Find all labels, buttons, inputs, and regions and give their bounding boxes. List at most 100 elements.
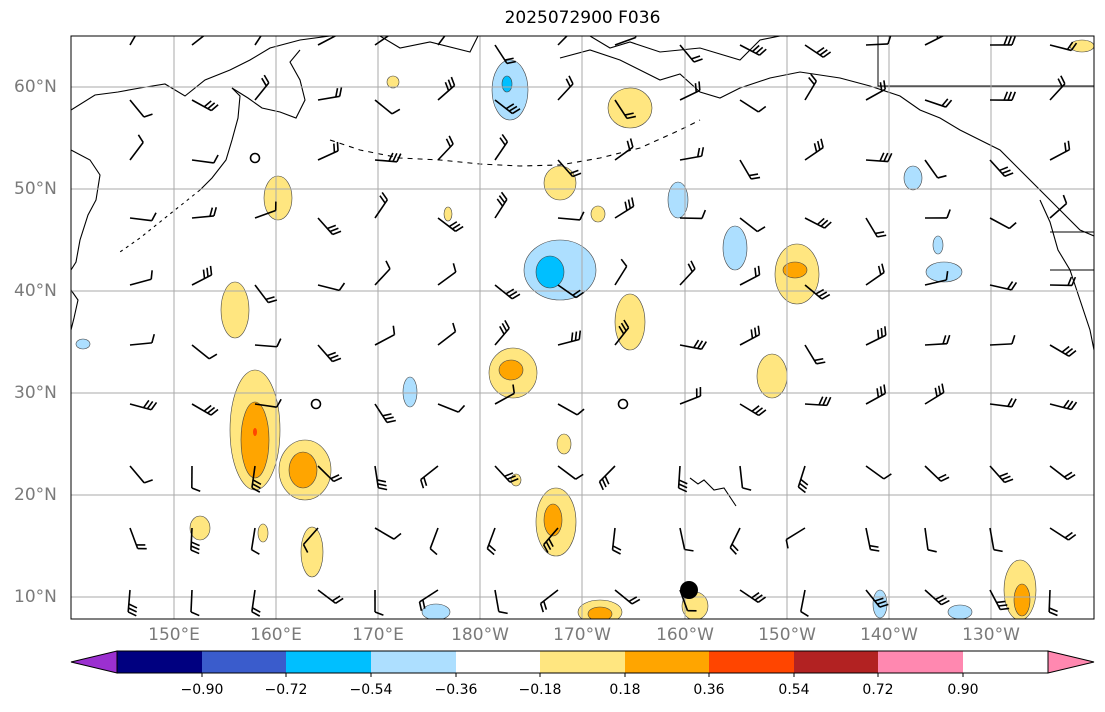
colorbar-tick-label: −0.36 <box>434 682 478 698</box>
wind-barb <box>804 217 832 229</box>
coastline-layer <box>71 36 1094 507</box>
wind-barb <box>494 589 508 615</box>
wind-barb <box>317 217 342 236</box>
calm-wind-circle <box>249 152 261 164</box>
wind-barb <box>251 589 261 617</box>
lat-label: 60°N <box>14 77 57 97</box>
wind-barb <box>129 465 153 484</box>
wind-barb <box>539 589 559 613</box>
colorbar-tick-label: 0.54 <box>778 682 810 698</box>
shaded-contour-area <box>263 175 293 221</box>
wind-barb <box>494 465 519 483</box>
wind-barb <box>1049 75 1066 101</box>
shaded-contour-area <box>421 603 451 619</box>
wind-barb <box>494 319 510 346</box>
shaded-contour-area <box>1013 583 1031 617</box>
wind-barb <box>557 211 585 221</box>
wind-barb <box>865 384 887 405</box>
wind-barb <box>542 527 559 553</box>
wind-barb <box>924 270 949 286</box>
wind-barb <box>437 135 454 161</box>
wind-barb <box>129 99 153 118</box>
wind-barb <box>419 465 439 489</box>
colorbar-segment <box>540 651 625 673</box>
wind-barb <box>865 589 889 608</box>
wind-barb <box>865 152 893 163</box>
colorbar-tick-label: −0.72 <box>264 682 308 698</box>
calm-wind-circle <box>617 398 629 410</box>
wind-barb <box>557 403 585 416</box>
wind-barb <box>129 134 144 161</box>
wind-barb <box>557 75 574 101</box>
wind-barb <box>989 217 1017 230</box>
shaded-contour-area <box>756 353 788 399</box>
wind-barb <box>129 36 137 46</box>
wind-barb <box>190 589 200 617</box>
shaded-contour-area <box>543 165 577 201</box>
wind-barb <box>254 74 270 101</box>
wind-barb <box>437 322 457 346</box>
wind-barb <box>374 260 391 286</box>
wind-barb <box>865 80 886 101</box>
wind-barb <box>494 384 516 405</box>
wind-barb <box>739 403 767 417</box>
wind-barb <box>989 397 1017 408</box>
wind-barb <box>374 99 401 115</box>
colorbar-extend-low <box>70 650 118 674</box>
calm-wind-circle <box>310 398 322 410</box>
wind-barb <box>679 260 696 286</box>
wind-barb <box>191 99 219 112</box>
wind-barb <box>494 133 509 161</box>
lat-label: 30°N <box>14 383 57 403</box>
wind-barb <box>317 344 342 363</box>
wind-barb <box>557 330 582 346</box>
lon-label: 170°W <box>553 625 611 645</box>
wind-barb <box>129 333 156 346</box>
wind-barb <box>679 386 702 405</box>
wind-barb <box>679 147 705 161</box>
colorbar-tick-label: −0.90 <box>180 682 224 698</box>
shaded-contour-area <box>925 261 963 283</box>
wind-barb <box>250 527 260 555</box>
graticule <box>71 36 1094 619</box>
lon-label: 170°E <box>352 625 404 645</box>
shaded-contour-area <box>556 433 572 455</box>
shaded-contour-area <box>386 75 400 89</box>
wind-barb <box>191 265 213 286</box>
wind-barb <box>924 98 953 108</box>
wind-barb <box>924 36 945 46</box>
wind-barb <box>374 527 402 540</box>
wind-barb <box>557 284 584 299</box>
wind-barb <box>190 527 200 555</box>
wind-barb <box>598 465 616 491</box>
wind-barb <box>924 465 950 482</box>
wind-barb <box>437 217 464 232</box>
shaded-contour-area <box>903 165 923 191</box>
wind-barb <box>614 99 637 120</box>
lon-label: 150°W <box>758 625 816 645</box>
shaded-contour-area <box>782 261 808 279</box>
colorbar-extend-high <box>1047 650 1095 674</box>
wind-barb <box>1049 194 1068 219</box>
wind-barb <box>679 81 701 101</box>
shaded-contour-area <box>587 606 613 619</box>
wind-barb <box>317 282 346 292</box>
lon-label: 160°E <box>250 625 302 645</box>
wind-barb <box>1049 344 1077 357</box>
wind-barb <box>374 465 388 491</box>
colorbar-segment <box>286 651 371 673</box>
wind-barb <box>129 212 157 222</box>
colorbar-segment <box>878 651 963 673</box>
wind-barb <box>989 36 1016 46</box>
shaded-contour-area <box>667 181 689 219</box>
colorbar-segment <box>709 651 794 673</box>
wind-barb <box>614 589 641 605</box>
wind-barb <box>924 527 937 553</box>
shaded-contour-area <box>535 255 565 289</box>
wind-barb <box>317 465 343 483</box>
shaded-contour-area <box>614 293 646 351</box>
wind-barb <box>127 589 138 617</box>
wind-barb <box>429 527 439 556</box>
shaded-contour-area <box>288 451 318 489</box>
wind-barb <box>614 138 634 161</box>
